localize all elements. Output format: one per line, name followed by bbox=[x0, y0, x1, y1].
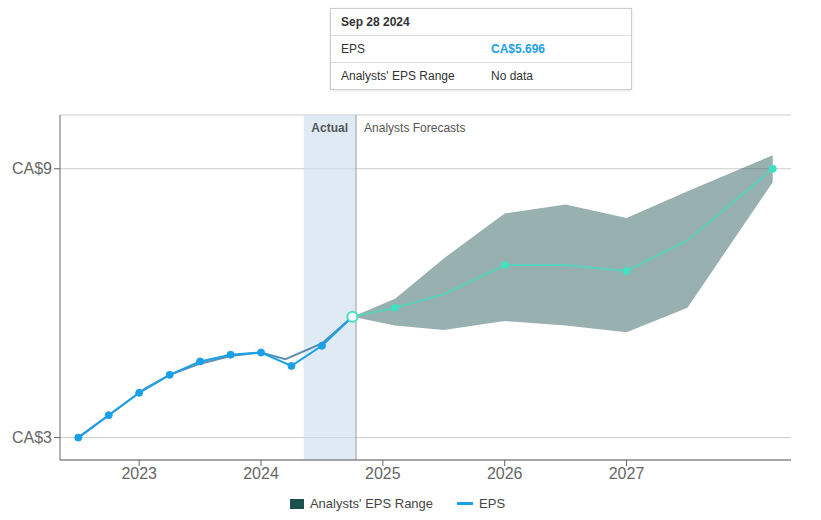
html-text:Analysts' EPS Range: Analysts' EPS Range bbox=[341, 69, 455, 83]
html-text:EPS: EPS bbox=[341, 42, 365, 56]
html-text:CA$5.696: CA$5.696 bbox=[491, 42, 545, 56]
html-text:No data: No data bbox=[491, 69, 533, 83]
svg-text:Actual: Actual bbox=[311, 121, 348, 135]
html-text:EPS: EPS bbox=[479, 496, 506, 511]
svg-text:Analysts Forecasts: Analysts Forecasts bbox=[364, 121, 465, 135]
svg-text:2023: 2023 bbox=[121, 465, 157, 482]
svg-text:2027: 2027 bbox=[609, 465, 645, 482]
svg-text:CA$3: CA$3 bbox=[12, 429, 52, 446]
html-text:Analysts' EPS Range: Analysts' EPS Range bbox=[309, 496, 434, 511]
svg-text:CA$9: CA$9 bbox=[12, 160, 52, 177]
svg-text:2024: 2024 bbox=[243, 465, 279, 482]
svg-text:2025: 2025 bbox=[365, 465, 401, 482]
svg-text:2026: 2026 bbox=[487, 465, 523, 482]
html-text:Sep 28 2024: Sep 28 2024 bbox=[341, 15, 410, 29]
